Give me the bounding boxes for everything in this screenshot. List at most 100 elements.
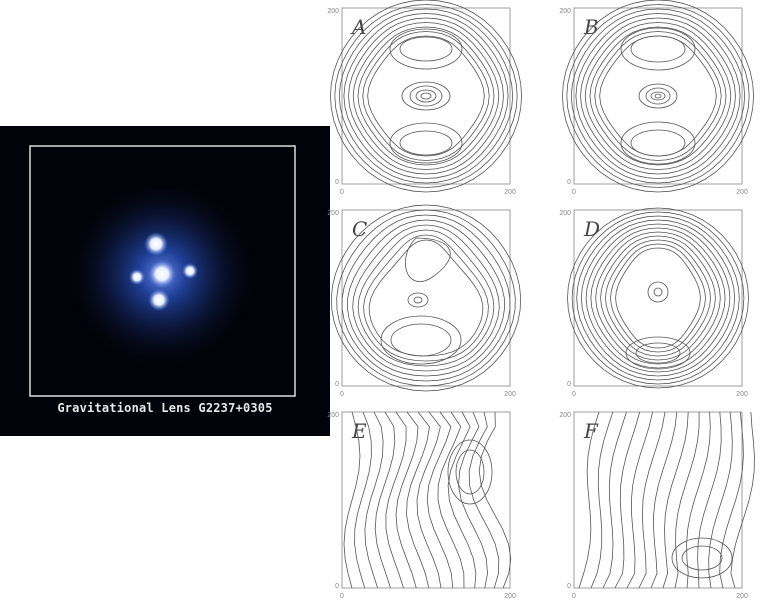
contour-line — [697, 411, 722, 589]
contour-line — [567, 207, 749, 389]
contour-line — [708, 411, 733, 589]
x-tick-label: 0 — [340, 391, 344, 398]
contour-line — [620, 27, 696, 71]
contour-line — [399, 36, 453, 62]
y-tick-label: 200 — [559, 210, 571, 217]
contour-line — [662, 411, 689, 589]
contour-plot-d: D 0 200 0 200 — [559, 202, 752, 402]
plot-letter: C — [352, 217, 367, 241]
contour-line — [645, 87, 671, 105]
lens-photo: Gravitational Lens G2237+0305 — [0, 126, 330, 436]
plot-frame — [341, 411, 511, 589]
contour-svg-a: A 0 200 0 200 — [327, 0, 523, 196]
contour-line — [615, 247, 701, 349]
contour-line — [650, 91, 666, 101]
x-tick-label: 200 — [736, 593, 748, 600]
x-tick-label: 0 — [572, 593, 576, 600]
contour-line — [681, 545, 723, 571]
contour-line — [638, 411, 666, 589]
contour-line — [625, 336, 691, 370]
contour-line — [602, 411, 627, 589]
contour-line — [580, 17, 736, 175]
plot-frame — [573, 209, 743, 387]
contour-line — [413, 296, 423, 304]
contour-line — [458, 411, 488, 589]
contour-line — [674, 412, 700, 589]
contour-line — [594, 31, 722, 161]
y-tick-label: 200 — [327, 412, 339, 419]
contour-line — [447, 411, 477, 589]
contour-line — [330, 204, 522, 392]
contour-line — [561, 0, 755, 193]
contour-line — [584, 22, 732, 170]
contour-line — [437, 411, 465, 589]
contour-line — [415, 89, 437, 103]
plot-letter: D — [583, 217, 600, 241]
contour-line — [374, 411, 396, 589]
contour-line — [420, 92, 432, 100]
contour-svg-d: D 0 200 0 200 — [559, 207, 749, 398]
contour-line — [590, 227, 726, 369]
contour-line — [368, 239, 484, 357]
plot-letter: E — [351, 419, 367, 443]
contour-line — [599, 35, 717, 157]
y-tick-label: 0 — [335, 179, 339, 186]
contour-line — [571, 211, 745, 385]
contour-line — [614, 411, 641, 589]
y-tick-label: 0 — [567, 179, 571, 186]
y-tick-label: 0 — [335, 381, 339, 388]
photo-frame — [29, 145, 296, 397]
x-tick-label: 0 — [340, 189, 344, 196]
contour-line — [346, 219, 506, 377]
y-tick-label: 200 — [559, 412, 571, 419]
plot-frame — [341, 7, 511, 185]
contour-line — [635, 342, 681, 364]
contour-line — [352, 22, 500, 170]
contour-line — [600, 235, 716, 361]
x-tick-label: 0 — [572, 391, 576, 398]
contour-line — [385, 411, 407, 589]
y-tick-label: 200 — [327, 8, 339, 15]
contour-line — [362, 31, 490, 161]
contour-line — [401, 81, 451, 111]
contour-line — [580, 219, 736, 377]
contour-line — [671, 537, 733, 579]
contour-line — [406, 411, 430, 589]
x-tick-label: 0 — [572, 189, 576, 196]
contour-line — [389, 122, 463, 164]
contour-line — [478, 411, 512, 589]
contour-line — [686, 411, 711, 589]
contour-line — [653, 287, 663, 297]
contour-line — [570, 8, 746, 184]
x-tick-label: 200 — [504, 391, 516, 398]
plot-letter: A — [350, 15, 366, 39]
contour-line — [626, 411, 653, 589]
lens-core — [148, 260, 176, 288]
contour-line — [605, 239, 711, 357]
contour-line — [447, 439, 493, 505]
contour-line — [650, 411, 678, 589]
contour-line — [399, 130, 453, 156]
contour-line — [630, 129, 686, 157]
contour-line — [334, 4, 518, 188]
contour-plot-f: F 0 200 0 200 — [559, 404, 755, 600]
y-tick-label: 0 — [335, 583, 339, 590]
contour-plot-e: E 0 200 0 200 — [327, 404, 520, 600]
x-tick-label: 0 — [340, 593, 344, 600]
contour-line — [638, 83, 678, 109]
contour-line — [390, 323, 452, 357]
contour-line — [416, 411, 442, 589]
x-tick-label: 200 — [736, 189, 748, 196]
contour-line — [426, 411, 454, 589]
plot-frame — [573, 411, 743, 589]
lensed-image-west — [129, 269, 145, 285]
contour-line — [364, 411, 384, 589]
contour-line — [620, 121, 696, 165]
contour-line — [455, 449, 485, 495]
lens-image — [0, 126, 330, 436]
contour-plot-a: A 0 200 0 200 — [327, 0, 523, 200]
contour-line — [336, 209, 516, 387]
contour-line — [363, 234, 489, 362]
contour-line — [352, 224, 500, 372]
